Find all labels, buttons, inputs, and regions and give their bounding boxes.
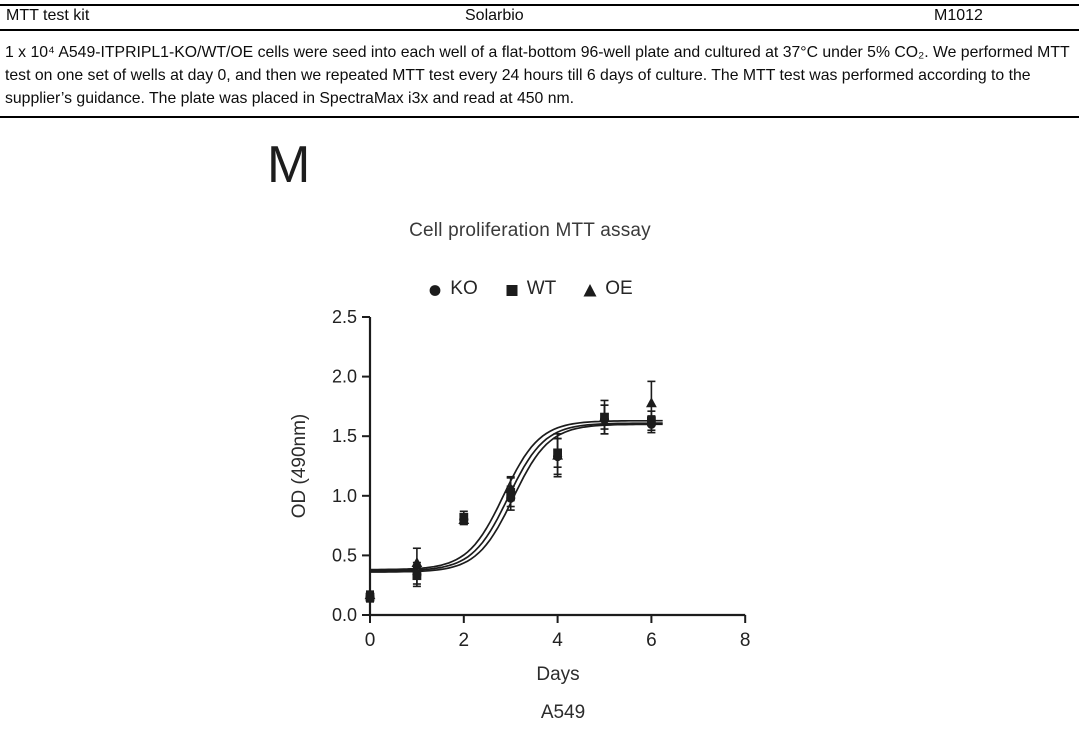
triangle-data-marker <box>599 411 610 422</box>
triangle-data-marker <box>552 449 563 460</box>
square-data-marker <box>647 416 656 426</box>
triangle-data-marker <box>505 483 517 494</box>
fit-curve-wt <box>370 423 663 573</box>
x-tick-label: 6 <box>646 630 657 651</box>
triangle-marker-icon <box>583 283 597 296</box>
x-tick-label: 8 <box>740 630 751 651</box>
chart-title: Cell proliferation MTT assay <box>409 220 651 241</box>
header-divider-line <box>0 29 1079 31</box>
y-tick-label: 0.5 <box>332 545 357 565</box>
fit-curve-oe <box>370 419 663 571</box>
legend-label: OE <box>605 278 633 299</box>
fit-curve-ko <box>370 422 663 572</box>
triangle-data-marker <box>646 397 657 408</box>
y-tick-label: 0.0 <box>332 605 357 625</box>
y-tick-label: 2.0 <box>332 367 357 387</box>
section-divider-line <box>0 116 1079 118</box>
brand-name: Solarbio <box>465 7 524 24</box>
y-tick-label: 1.5 <box>332 426 357 446</box>
square-data-marker <box>412 571 422 581</box>
legend-item-oe: OE <box>582 278 633 300</box>
legend-label: KO <box>450 278 478 299</box>
triangle-data-marker <box>411 556 423 567</box>
y-tick-label: 2.5 <box>332 307 357 327</box>
x-tick-label: 2 <box>459 630 470 651</box>
chart-legend: KO WT OE <box>305 278 755 300</box>
catalog-number: M1012 <box>934 7 983 24</box>
cell-line-label: A549 <box>540 702 586 723</box>
triangle-data-marker <box>364 589 376 600</box>
legend-item-ko: KO <box>427 278 478 300</box>
triangle-data-marker <box>458 514 470 525</box>
y-axis-label: OD (490nm) <box>289 414 310 519</box>
figure-panel-m: M Cell proliferation MTT assay KO WT OE 0 2… <box>0 130 1079 744</box>
square-marker-icon <box>506 284 518 296</box>
mtt-assay-plot: 0 2 4 6 8 0.0 0.5 1.0 1.5 2.0 2.5 OD (490nm) <box>289 307 751 651</box>
legend-item-wt: WT <box>504 278 557 300</box>
protocol-description: 1 x 10⁴ A549-ITPRIPL1-KO/WT/OE cells wer… <box>5 44 1070 107</box>
top-border-line <box>0 4 1079 6</box>
x-tick-label: 0 <box>365 630 376 651</box>
product-name: MTT test kit <box>6 7 90 24</box>
y-tick-label: 1.0 <box>332 486 357 506</box>
circle-marker-icon <box>429 284 441 296</box>
x-tick-label: 4 <box>552 630 563 651</box>
x-axis-label: Days <box>536 664 580 685</box>
legend-label: WT <box>526 278 557 299</box>
figure-panel-label: M <box>267 136 311 194</box>
